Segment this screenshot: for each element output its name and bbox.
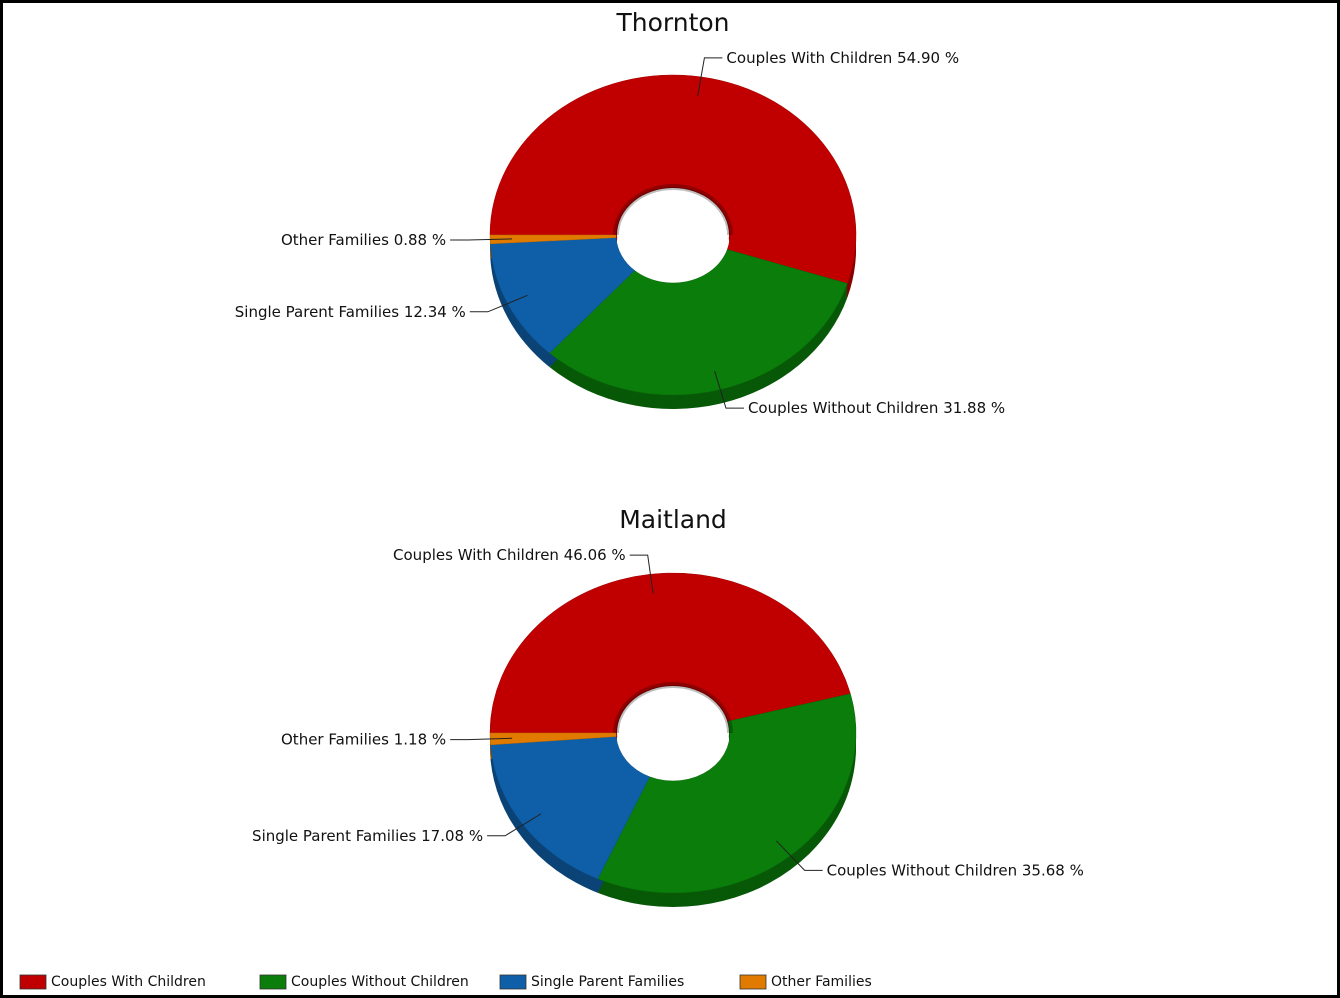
hole: [617, 686, 729, 780]
legend-label: Couples Without Children: [291, 974, 469, 990]
hole-rim: [613, 682, 733, 734]
leader-line: [450, 737, 513, 741]
data-label-category: Couples Without Children: [748, 399, 938, 417]
data-label-category: Single Parent Families: [252, 826, 416, 844]
data-label: Single Parent Families 17.08 %: [252, 826, 483, 844]
leader-line: [714, 370, 744, 409]
legend-label: Couples With Children: [51, 974, 206, 990]
data-label-category: Other Families: [281, 230, 389, 248]
data-label: Couples Without Children 35.68 %: [827, 861, 1084, 879]
data-label-value: 31.88 %: [943, 399, 1005, 417]
data-label-category: Couples Without Children: [827, 861, 1017, 879]
data-label: Couples Without Children 31.88 %: [748, 399, 1005, 417]
data-label-category: Couples With Children: [393, 546, 559, 564]
data-label: Couples With Children 46.06 %: [393, 546, 626, 564]
data-label-category: Couples With Children: [726, 48, 892, 66]
leader-line: [697, 57, 723, 96]
slice: [597, 693, 857, 894]
legend-swatch: [19, 974, 47, 990]
data-label-value: 1.18 %: [394, 730, 446, 748]
slice: [549, 249, 848, 396]
slice: [489, 234, 617, 245]
chart-title: Maitland: [619, 505, 727, 534]
slice: [489, 74, 857, 284]
hole: [617, 188, 729, 282]
legend-swatch: [259, 974, 287, 990]
legend-swatch: [739, 974, 767, 990]
slice: [489, 572, 851, 734]
data-label-category: Other Families: [281, 730, 389, 748]
slice: [489, 732, 617, 746]
data-label: Single Parent Families 12.34 %: [235, 302, 466, 320]
slice: [490, 736, 650, 880]
data-label-value: 35.68 %: [1022, 861, 1084, 879]
data-label-value: 17.08 %: [421, 826, 483, 844]
data-label-value: 54.90 %: [897, 48, 959, 66]
data-label-category: Single Parent Families: [235, 302, 399, 320]
leader-line: [629, 554, 654, 594]
legend-label: Other Families: [771, 974, 872, 990]
leader-line: [450, 238, 513, 241]
legend-swatch: [499, 974, 527, 990]
chart-title: Thornton: [615, 8, 729, 37]
legend-label: Single Parent Families: [531, 974, 684, 990]
data-label: Couples With Children 54.90 %: [726, 48, 959, 66]
slice: [490, 237, 635, 354]
data-label-value: 46.06 %: [564, 546, 626, 564]
data-label-value: 0.88 %: [394, 230, 446, 248]
data-label: Other Families 1.18 %: [281, 730, 446, 748]
data-label: Other Families 0.88 %: [281, 230, 446, 248]
data-label-value: 12.34 %: [404, 302, 466, 320]
leader-line: [469, 294, 528, 313]
leader-line: [776, 840, 823, 871]
hole-rim: [613, 184, 733, 236]
leader-line: [487, 813, 542, 837]
